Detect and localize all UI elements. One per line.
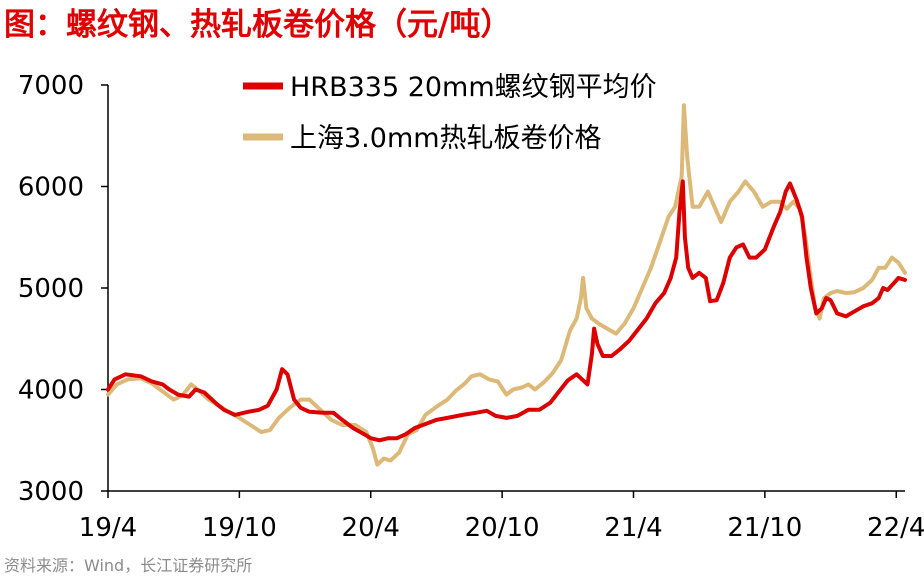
legend-item-rebar-label: HRB335 20mm螺纹钢平均价 <box>290 72 657 103</box>
y-tick-label: 6000 <box>18 173 84 203</box>
x-tick-label: 19/10 <box>202 513 277 543</box>
y-tick-label: 3000 <box>18 477 84 507</box>
x-tick-label: 22/4 <box>867 513 924 543</box>
x-tick-label: 20/4 <box>342 513 400 543</box>
y-tick-label: 5000 <box>18 274 84 304</box>
x-tick-label: 20/10 <box>465 513 540 543</box>
x-tick-label: 21/10 <box>727 513 802 543</box>
x-tick-label: 21/4 <box>604 513 662 543</box>
series-line-rebar <box>106 179 907 443</box>
series-layer <box>106 103 907 467</box>
source-note: 资料来源：Wind，长江证券研究所 <box>4 556 253 575</box>
legend-item-hrc-label: 上海3.0mm热轧板卷价格 <box>290 123 602 154</box>
x-tick-label: 19/4 <box>79 513 137 543</box>
chart-axes: 3000 4000 5000 6000 7000 19/4 19/10 20/4 20/10 21… <box>18 71 924 543</box>
y-tick-label: 4000 <box>18 376 84 406</box>
chart-title: 图：螺纹钢、热轧板卷价格（元/吨） <box>4 7 512 43</box>
y-tick-label: 7000 <box>18 71 84 101</box>
